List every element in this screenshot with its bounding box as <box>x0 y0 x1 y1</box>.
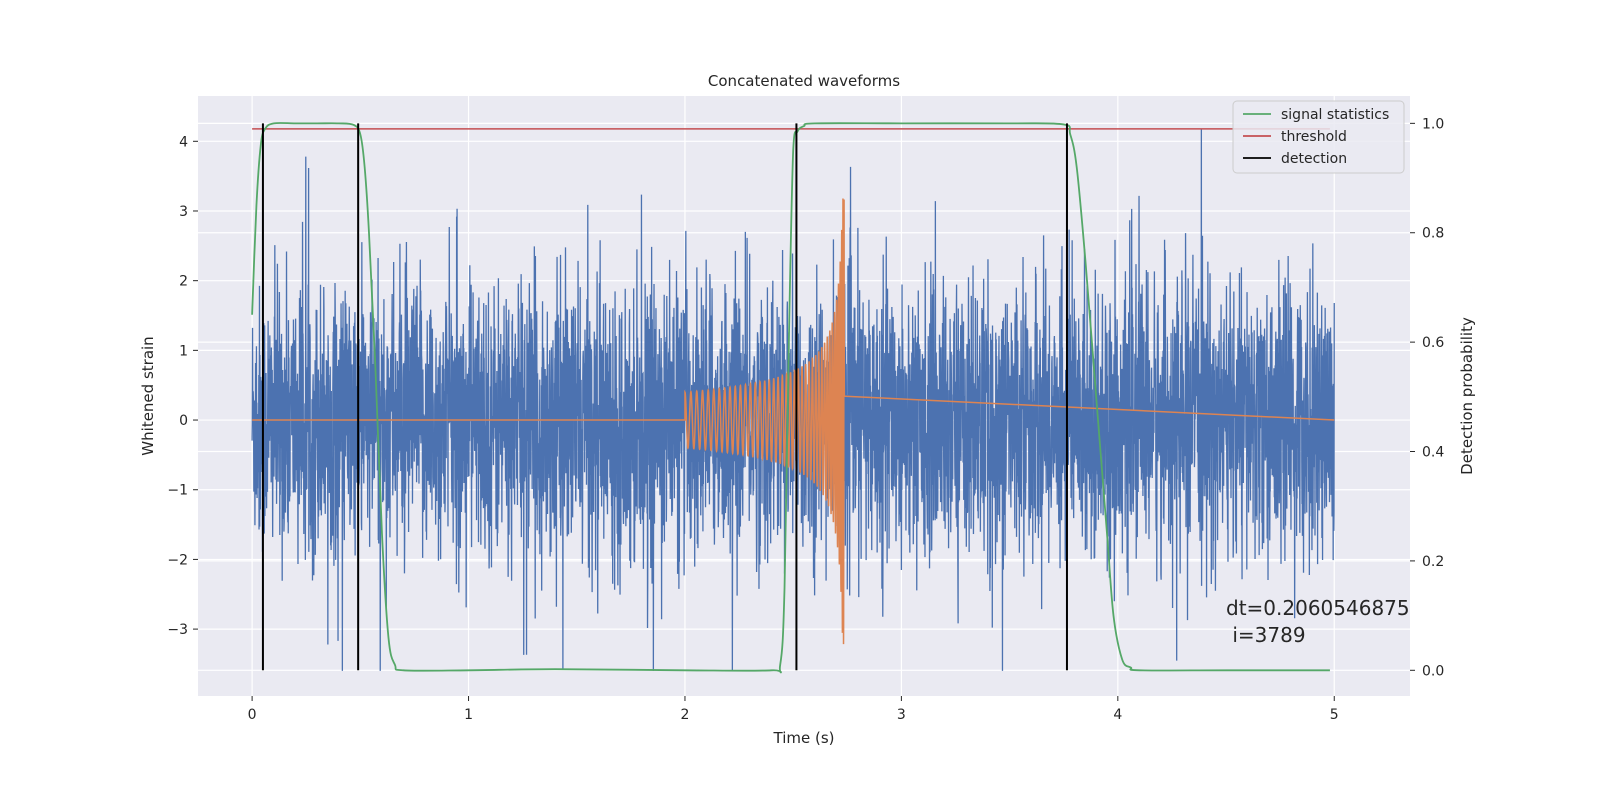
annotation-dt: dt=0.2060546875 <box>1226 596 1410 620</box>
x-axis: 0 1 2 3 4 5 <box>248 696 1339 723</box>
chart-title: Concatenated waveforms <box>708 72 900 90</box>
signal-statistics-line <box>251 122 1330 674</box>
x-tick-label: 2 <box>681 707 690 723</box>
series-layer <box>251 122 1335 674</box>
y-tick-label: 4 <box>179 134 188 150</box>
x-tick-label: 4 <box>1113 707 1122 723</box>
legend-box <box>1232 100 1405 174</box>
x-tick-label: 0 <box>248 707 257 723</box>
y-tick-label: 3 <box>179 204 188 220</box>
y2-axis: 0.0 0.2 0.4 0.6 0.8 1.0 <box>1410 116 1444 679</box>
y-tick-label: 2 <box>179 274 188 290</box>
y2-axis-label: Detection probability <box>1458 317 1476 475</box>
y2-tick-label: 0.0 <box>1422 663 1444 679</box>
y-axis-label: Whitened strain <box>139 336 157 455</box>
x-tick-label: 1 <box>464 707 473 723</box>
x-tick-label: 3 <box>897 707 906 723</box>
chirp-series-line <box>252 198 1335 645</box>
y-tick-label: 0 <box>179 413 188 429</box>
x-tick-label: 5 <box>1330 707 1339 723</box>
y-tick-label: −1 <box>167 483 188 499</box>
y2-tick-label: 0.4 <box>1422 445 1444 461</box>
x-axis-label: Time (s) <box>773 729 835 747</box>
legend: signal statistics threshold detection <box>1232 100 1405 174</box>
y2-tick-label: 0.6 <box>1422 335 1444 351</box>
legend-label: detection <box>1281 151 1347 167</box>
y-tick-label: −2 <box>167 552 188 568</box>
annotation-index: i=3789 <box>1226 623 1306 647</box>
y2-tick-label: 1.0 <box>1422 116 1444 132</box>
y2-tick-label: 0.8 <box>1422 226 1444 242</box>
legend-label: signal statistics <box>1281 107 1389 123</box>
y2-tick-label: 0.2 <box>1422 554 1444 570</box>
y-tick-label: 1 <box>179 343 188 359</box>
legend-label: threshold <box>1281 129 1347 145</box>
y-axis: −3 −2 −1 0 1 2 3 4 <box>167 134 198 638</box>
y-tick-label: −3 <box>167 622 188 638</box>
